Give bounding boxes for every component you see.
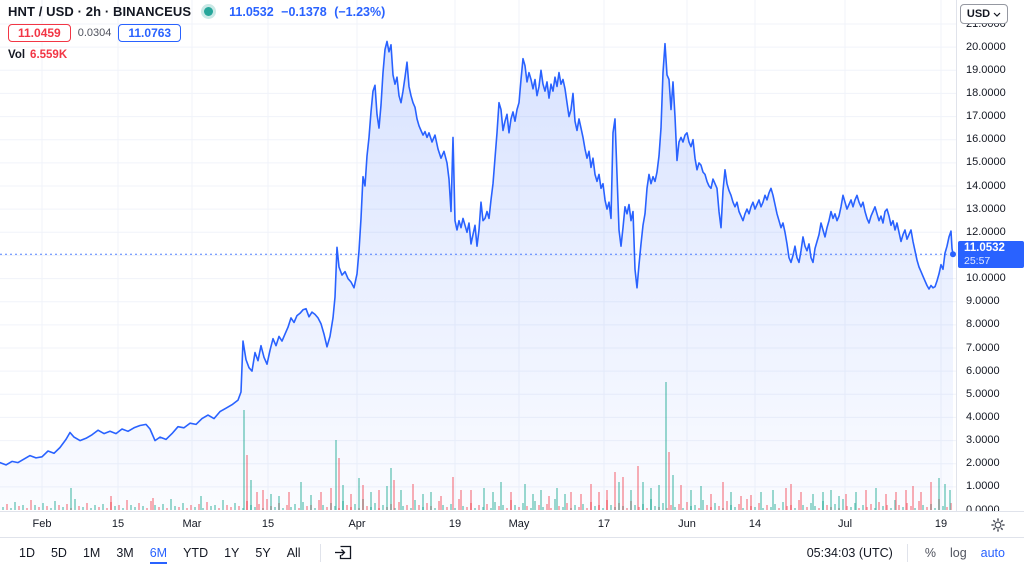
range-button-3m[interactable]: 3M bbox=[109, 543, 140, 563]
go-to-date-icon bbox=[335, 545, 352, 560]
price-axis-label: 4.0000 bbox=[966, 410, 1000, 423]
chart-plot-area[interactable]: HNT / USD · 2h · BINANCEUS 11.0532 −0.13… bbox=[0, 0, 956, 511]
price-axis-label: 16.0000 bbox=[966, 133, 1006, 146]
go-to-date-button[interactable] bbox=[331, 542, 357, 564]
price-axis-label: 6.0000 bbox=[966, 364, 1000, 377]
price-axis-label: 9.0000 bbox=[966, 295, 1000, 308]
volume-value: 6.559K bbox=[30, 49, 68, 61]
gear-icon[interactable] bbox=[990, 517, 1006, 533]
range-button-label: 5Y bbox=[255, 545, 271, 560]
range-button-label: 6M bbox=[149, 545, 168, 564]
sell-price-button[interactable]: 11.0459 bbox=[8, 24, 71, 42]
range-button-1m[interactable]: 1M bbox=[76, 543, 107, 563]
price-change-value: −0.1378 bbox=[281, 4, 327, 19]
toolbar-divider bbox=[319, 543, 321, 562]
symbol-title[interactable]: HNT / USD · 2h · BINANCEUS bbox=[8, 4, 192, 19]
currency-selector-button[interactable]: USD bbox=[960, 4, 1008, 24]
chevron-down-icon bbox=[993, 12, 1001, 17]
price-axis-label: 5.0000 bbox=[966, 387, 1000, 400]
range-button-label: 3M bbox=[116, 545, 134, 560]
range-button-label: All bbox=[286, 545, 301, 560]
range-button-all[interactable]: All bbox=[280, 543, 308, 563]
time-axis-label: 15 bbox=[111, 518, 125, 530]
time-axis-label: Jun bbox=[678, 518, 696, 530]
buy-price-button[interactable]: 11.0763 bbox=[118, 24, 182, 42]
range-button-1d[interactable]: 1D bbox=[12, 543, 42, 563]
price-axis-label: 18.0000 bbox=[966, 86, 1006, 99]
range-button-1y[interactable]: 1Y bbox=[217, 543, 246, 563]
price-area bbox=[0, 41, 953, 511]
time-axis-label: Mar bbox=[182, 518, 202, 530]
price-change-percent: (−1.23%) bbox=[334, 4, 386, 19]
price-axis[interactable]: USD 21.000020.000019.000018.000017.00001… bbox=[956, 0, 1024, 516]
range-button-label: 1D bbox=[19, 545, 35, 560]
time-axis-label: May bbox=[508, 518, 530, 530]
percent-scale-button[interactable]: % bbox=[918, 543, 943, 563]
timezone-clock-button[interactable]: 05:34:03 (UTC) bbox=[806, 545, 893, 560]
price-axis-label: 19.0000 bbox=[966, 63, 1006, 76]
price-axis-label: 8.0000 bbox=[966, 318, 1000, 331]
price-axis-label: 12.0000 bbox=[966, 225, 1006, 238]
range-button-label: 1M bbox=[82, 545, 101, 560]
price-line bbox=[0, 40, 954, 466]
chart-legend: HNT / USD · 2h · BINANCEUS 11.0532 −0.13… bbox=[8, 3, 389, 61]
toolbar-divider-right bbox=[906, 543, 908, 562]
bottom-toolbar: 1D 5D 1M 3M 6M YTD 1Y 5Y All 05:34:03 (UTC) % lo… bbox=[0, 537, 1024, 567]
range-button-ytd[interactable]: YTD bbox=[176, 543, 215, 563]
time-axis-label: Apr bbox=[348, 518, 366, 530]
badge-countdown: 25:57 bbox=[964, 255, 991, 268]
time-axis-label: 19 bbox=[934, 518, 948, 530]
price-axis-label: 15.0000 bbox=[966, 156, 1006, 169]
range-button-label: YTD bbox=[183, 545, 209, 560]
price-axis-label: 7.0000 bbox=[966, 341, 1000, 354]
price-axis-label: 2.0000 bbox=[966, 457, 1000, 470]
range-button-label: 1Y bbox=[224, 545, 240, 560]
last-price-badge: 11.0532 25:57 bbox=[958, 241, 1024, 269]
price-axis-label: 1.0000 bbox=[966, 480, 1000, 493]
log-scale-button[interactable]: log bbox=[943, 543, 974, 563]
volume-label: Vol bbox=[8, 49, 26, 61]
time-axis-label: Feb bbox=[32, 518, 52, 530]
price-axis-label: 20.0000 bbox=[966, 40, 1006, 53]
last-price-dot bbox=[950, 251, 956, 258]
price-axis-label: 14.0000 bbox=[966, 179, 1006, 192]
currency-label: USD bbox=[966, 8, 991, 20]
range-button-6m[interactable]: 6M bbox=[143, 543, 174, 564]
time-axis-label: 19 bbox=[448, 518, 462, 530]
price-axis-label: 10.0000 bbox=[966, 272, 1006, 285]
time-axis[interactable]: Feb 15 Mar 15 Apr 19 May 17 Jun 14 Jul 19 bbox=[0, 511, 1024, 537]
spread-value: 0.0304 bbox=[77, 27, 112, 39]
market-status-icon bbox=[204, 7, 214, 16]
badge-price: 11.0532 bbox=[964, 242, 1005, 255]
price-axis-label: 3.0000 bbox=[966, 434, 1000, 447]
time-axis-label: Jul bbox=[837, 518, 853, 530]
price-axis-label: 13.0000 bbox=[966, 202, 1006, 215]
time-axis-label: 17 bbox=[597, 518, 611, 530]
range-button-5y[interactable]: 5Y bbox=[248, 543, 277, 563]
price-chart-canvas bbox=[0, 0, 956, 511]
range-button-label: 5D bbox=[50, 545, 67, 560]
range-button-5d[interactable]: 5D bbox=[44, 543, 74, 563]
price-axis-label: 17.0000 bbox=[966, 110, 1006, 123]
volume-bars bbox=[2, 382, 952, 510]
time-axis-label: 14 bbox=[748, 518, 762, 530]
time-axis-label: 15 bbox=[261, 518, 275, 530]
last-price-value: 11.0532 bbox=[229, 4, 274, 19]
auto-scale-button[interactable]: auto bbox=[974, 543, 1012, 563]
